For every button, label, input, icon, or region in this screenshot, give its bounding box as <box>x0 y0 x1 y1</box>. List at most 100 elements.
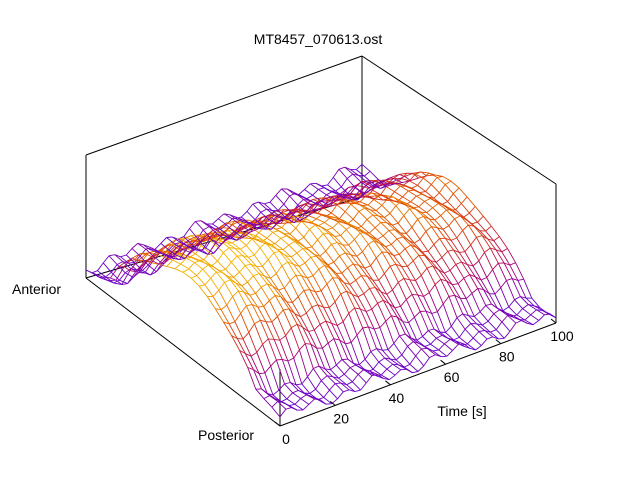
mesh-segment <box>289 280 299 297</box>
mesh-segment <box>260 319 267 323</box>
mesh-segment <box>320 200 330 206</box>
mesh-segment <box>279 408 287 418</box>
mesh-segment <box>211 260 218 267</box>
mesh-segment <box>423 216 432 227</box>
mesh-segment <box>180 257 187 265</box>
mesh-segment <box>395 263 405 279</box>
mesh-segment <box>257 306 267 323</box>
mesh-segment <box>133 262 143 271</box>
mesh-segment <box>309 289 316 293</box>
mesh-segment <box>113 279 120 284</box>
mesh-segment <box>323 306 330 309</box>
mesh-segment <box>396 175 405 181</box>
mesh-segment <box>480 338 488 346</box>
mesh-segment <box>137 253 147 262</box>
mesh-segment <box>427 330 437 339</box>
mesh-segment <box>500 287 510 308</box>
mesh-segment <box>334 236 344 246</box>
mesh-segment <box>442 229 452 241</box>
mesh-segment <box>267 225 277 230</box>
mesh-segment <box>447 201 456 211</box>
mesh-segment <box>340 293 350 314</box>
mesh-segment <box>381 198 389 206</box>
mesh-segment <box>421 251 431 261</box>
mesh-segment <box>386 183 395 187</box>
mesh-segment <box>456 317 466 330</box>
mesh-segment <box>294 403 304 411</box>
mesh-segment <box>211 265 221 272</box>
mesh-segment <box>289 274 297 281</box>
mesh-segment <box>335 359 343 366</box>
mesh-segment <box>364 175 373 184</box>
mesh-segment <box>207 241 217 255</box>
mesh-segment <box>519 319 528 324</box>
mesh-segment <box>450 237 457 241</box>
mesh-segment <box>263 225 272 230</box>
mesh-segment <box>191 244 201 252</box>
mesh-segment <box>437 227 444 230</box>
mesh-segment <box>333 219 342 223</box>
mesh-segment <box>248 254 255 258</box>
mesh-segment <box>431 313 441 333</box>
mesh-segment <box>442 176 452 182</box>
mesh-segment <box>269 243 276 246</box>
mesh-segment <box>450 326 460 338</box>
mesh-segment <box>238 224 248 231</box>
mesh-segment <box>380 291 387 295</box>
mesh-segment <box>389 213 399 224</box>
mesh-segment <box>315 380 322 390</box>
mesh-segment <box>426 265 433 269</box>
mesh-segment <box>503 331 511 339</box>
mesh-segment <box>369 288 378 304</box>
mesh-segment <box>350 169 359 176</box>
mesh-segment <box>283 195 290 205</box>
mesh-segment <box>212 296 222 310</box>
mesh-segment <box>323 306 333 324</box>
mesh-segment <box>330 369 339 379</box>
mesh-segment <box>339 218 348 225</box>
mesh-segment <box>280 237 290 246</box>
mesh-segment <box>304 256 312 264</box>
mesh-segment <box>434 215 441 221</box>
mesh-segment <box>289 195 299 206</box>
mesh-segment <box>308 329 315 332</box>
mesh-segment <box>93 273 103 278</box>
mesh-segment <box>178 247 187 253</box>
mesh-segment <box>259 320 269 340</box>
mesh-segment <box>271 401 279 408</box>
mesh-segment <box>348 307 355 314</box>
mesh-segment <box>358 175 367 183</box>
mesh-segment <box>512 278 519 281</box>
mesh-segment <box>440 215 450 226</box>
mesh-segment <box>432 207 442 216</box>
mesh-segment <box>270 220 280 230</box>
mesh-segment <box>505 280 515 300</box>
mesh-segment <box>362 205 371 211</box>
mesh-segment <box>360 308 367 312</box>
mesh-segment <box>523 279 533 299</box>
mesh-segment <box>411 184 418 189</box>
mesh-segment <box>118 261 127 268</box>
mesh-segment <box>443 204 453 211</box>
mesh-segment <box>500 280 507 289</box>
mesh-segment <box>444 343 453 351</box>
mesh-segment <box>286 398 296 405</box>
mesh-segment <box>462 230 472 246</box>
mesh-segment <box>209 252 218 262</box>
mesh-segment <box>166 259 173 267</box>
mesh-segment <box>264 275 271 279</box>
mesh-segment <box>430 184 440 194</box>
mesh-segment <box>367 371 376 376</box>
mesh-segment <box>346 291 356 309</box>
mesh-segment <box>329 389 338 400</box>
mesh-segment <box>240 211 248 218</box>
mesh-segment <box>374 327 381 330</box>
mesh-segment <box>105 276 114 284</box>
mesh-segment <box>395 178 402 184</box>
mesh-segment <box>294 219 303 222</box>
mesh-segment <box>276 358 283 361</box>
mesh-segment <box>307 275 314 279</box>
mesh-segment <box>326 194 335 200</box>
mesh-segment <box>453 336 460 341</box>
mesh-segment <box>317 304 327 322</box>
